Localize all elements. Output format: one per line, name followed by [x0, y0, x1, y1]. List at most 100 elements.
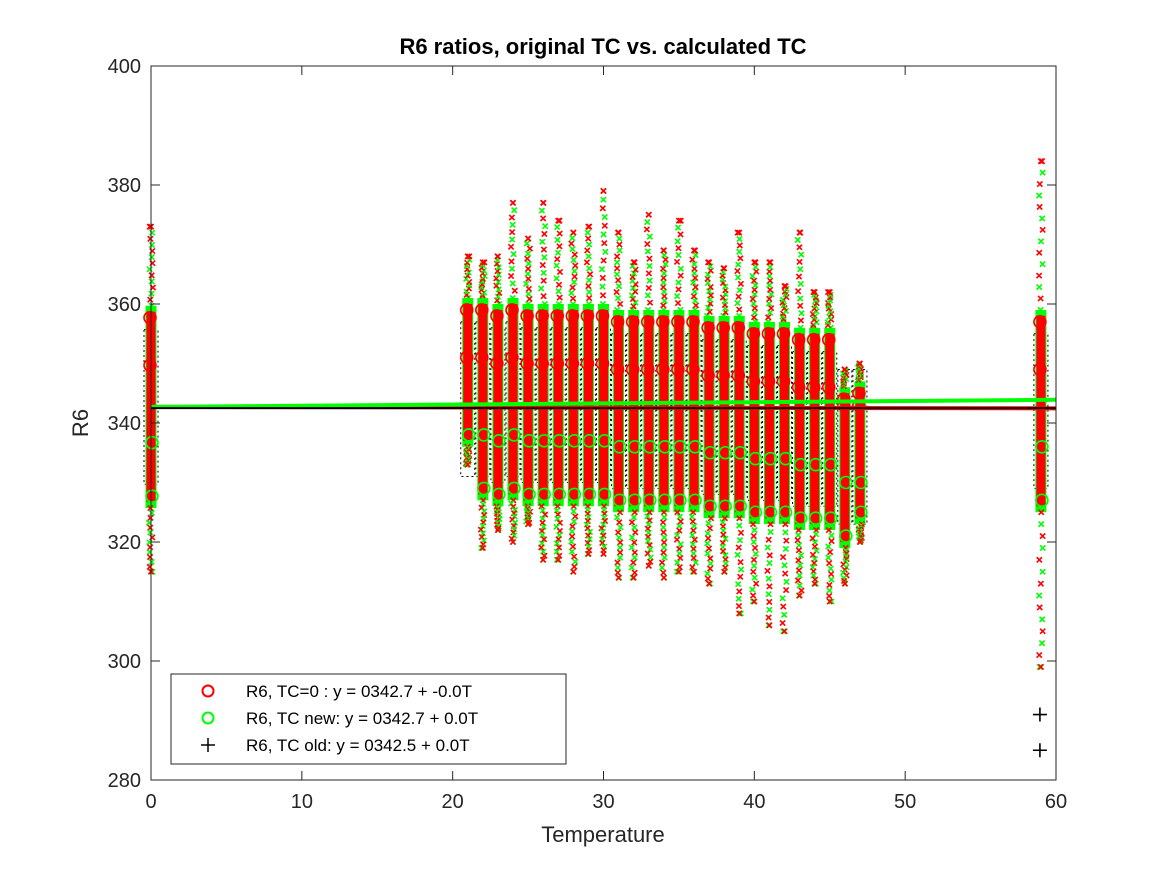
tail-cross-marker: [632, 288, 639, 295]
circle-marker: [582, 487, 597, 502]
tail-cross-marker: [798, 587, 805, 594]
tail-cross-marker: [569, 523, 576, 530]
tail-cross-marker: [1036, 203, 1043, 211]
tail-cross-marker: [810, 572, 817, 579]
circle-marker: [461, 428, 476, 442]
circle-marker: [839, 529, 853, 543]
legend-label-tc-old: R6, TC old: y = 0342.5 + 0.0T: [246, 736, 470, 755]
tail-cross-marker: [797, 324, 804, 331]
tail-cross-marker: [826, 548, 834, 556]
tail-cross-marker: [569, 234, 576, 242]
circle-marker: [143, 310, 157, 325]
tail-cross-marker: [737, 280, 745, 288]
tail-cross-marker: [737, 573, 744, 580]
circle-marker: [597, 487, 612, 502]
tail-cross-marker: [766, 295, 773, 303]
circle-marker: [642, 493, 657, 508]
tail-cross-marker: [782, 570, 789, 577]
tail-cross-marker: [797, 317, 805, 324]
tail-cross-marker: [690, 279, 697, 286]
tail-cross-marker: [719, 294, 727, 301]
tail-cross-marker: [465, 269, 472, 276]
tail-cross-marker: [794, 236, 801, 244]
tail-cross-marker: [1038, 616, 1046, 623]
tail-cross-marker: [508, 265, 516, 272]
tail-cross-marker: [572, 558, 579, 565]
tail-cross-marker: [541, 223, 549, 230]
circle-marker: [821, 332, 836, 347]
circle-marker: [567, 434, 582, 448]
tail-cross-marker: [828, 598, 835, 605]
extreme-cross-marker: [781, 628, 788, 635]
tail-cross-marker: [569, 300, 577, 308]
tail-cross-marker: [677, 554, 684, 562]
tail-cross-marker: [584, 532, 592, 539]
tail-cross-marker: [660, 274, 667, 282]
tail-cross-marker: [826, 581, 833, 589]
tail-cross-marker: [736, 522, 743, 529]
tail-cross-marker: [571, 251, 578, 258]
tail-cross-marker: [1037, 238, 1045, 245]
extreme-cross-marker: [600, 550, 607, 558]
extreme-cross-marker: [826, 598, 833, 605]
tail-cross-marker: [613, 259, 621, 266]
tail-cross-marker: [721, 515, 729, 522]
tail-cross-marker: [692, 559, 699, 566]
circle-marker: [837, 392, 851, 407]
circle-marker: [778, 451, 793, 466]
tail-cross-marker: [507, 272, 515, 280]
tail-cross-marker: [782, 282, 789, 290]
tail-cross-marker: [752, 580, 760, 587]
tail-cross-marker: [809, 535, 816, 542]
circle-marker: [658, 439, 672, 454]
tail-cross-marker: [691, 274, 699, 282]
tail-cross-marker: [660, 529, 667, 536]
fit-lines: [150, 397, 1057, 411]
tail-cross-marker: [720, 531, 727, 538]
tail-cross-marker: [704, 570, 711, 577]
tail-cross-marker: [540, 548, 547, 555]
tail-cross-marker: [798, 309, 805, 317]
circle-marker: [610, 315, 625, 329]
tail-cross-marker: [779, 553, 787, 561]
tail-cross-marker: [495, 286, 502, 293]
tail-cross-marker: [553, 275, 560, 282]
tail-cross-marker: [568, 289, 575, 297]
tail-cross-marker: [541, 552, 548, 559]
circle-marker: [520, 309, 534, 323]
extreme-cross-marker: [615, 574, 622, 581]
tail-cross-marker: [555, 288, 562, 295]
tail-cross-marker: [798, 251, 805, 258]
tail-cross-marker: [148, 253, 155, 261]
circle-marker: [550, 309, 565, 323]
circle-marker: [718, 445, 732, 460]
tail-cross-marker: [525, 285, 533, 293]
tail-cross-marker: [508, 228, 516, 236]
tail-cross-marker: [704, 540, 711, 547]
tail-cross-marker: [796, 572, 803, 579]
extreme-cross-marker: [1037, 158, 1045, 165]
tail-cross-marker: [540, 269, 547, 277]
tail-cross-marker: [783, 578, 790, 585]
circle-marker: [565, 356, 580, 371]
tail-cross-marker: [707, 283, 714, 291]
tail-cross-marker: [753, 268, 760, 275]
extreme-cross-marker: [600, 187, 607, 195]
tail-cross-marker: [689, 564, 696, 571]
tail-cross-marker: [767, 528, 774, 536]
tail-cross-marker: [617, 539, 624, 546]
tail-cross-marker: [734, 274, 742, 281]
tail-cross-marker: [750, 532, 757, 540]
tail-cross-marker: [147, 529, 154, 536]
tail-cross-marker: [569, 245, 576, 253]
tail-cross-marker: [555, 544, 563, 551]
tail-cross-marker: [508, 236, 516, 243]
circle-marker: [582, 434, 597, 448]
tail-cross-marker: [148, 278, 155, 285]
extreme-cross-marker: [509, 538, 517, 546]
tail-cross-marker: [149, 568, 156, 575]
tail-cross-marker: [750, 538, 758, 546]
tail-cross-marker: [602, 248, 609, 255]
y-tick-label: 300: [108, 651, 141, 673]
tail-cross-marker: [631, 539, 638, 546]
